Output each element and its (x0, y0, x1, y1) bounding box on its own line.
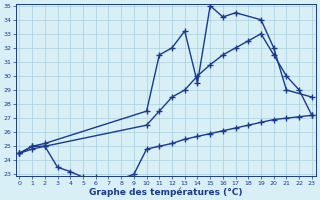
X-axis label: Graphe des températures (°C): Graphe des températures (°C) (89, 187, 243, 197)
